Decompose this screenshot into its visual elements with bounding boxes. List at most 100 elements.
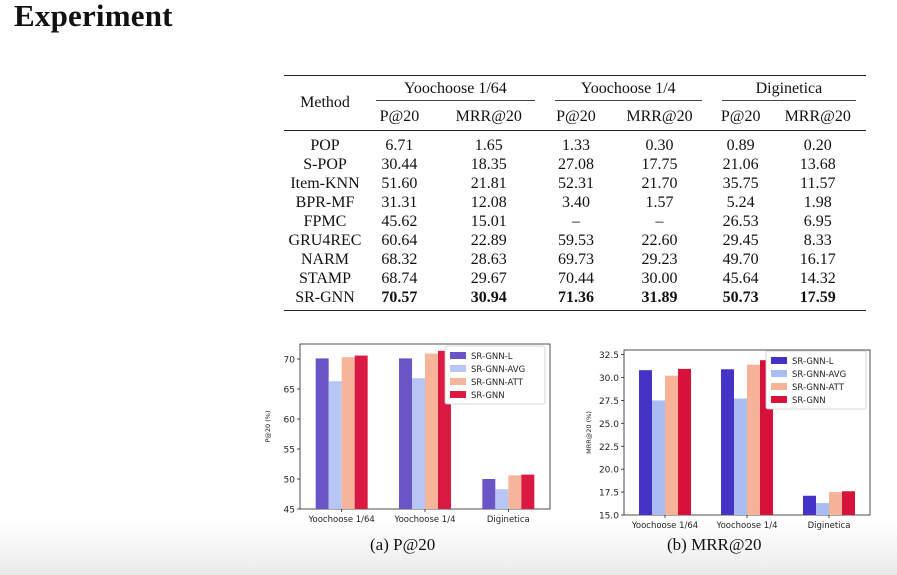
y-tick-label: 27.5 bbox=[599, 397, 619, 407]
value-cell: 28.63 bbox=[470, 251, 507, 268]
value-cell: 15.01 bbox=[470, 213, 507, 230]
bar-sr-gnn-avg bbox=[328, 381, 342, 509]
value-cell: 6.71 bbox=[385, 137, 414, 154]
value-cell: 71.36 bbox=[544, 288, 608, 311]
value-cell: 68.74 bbox=[381, 270, 418, 287]
value-cell: 21.70 bbox=[641, 175, 678, 192]
y-tick-label: 25.0 bbox=[599, 420, 619, 430]
legend-entry: SR-GNN-ATT bbox=[792, 383, 845, 393]
bar-sr-gnn-avg bbox=[495, 489, 509, 509]
legend-entry: SR-GNN-ATT bbox=[471, 378, 524, 388]
value-cell: 17.75 bbox=[641, 156, 678, 173]
value-cell: 21.06 bbox=[722, 156, 759, 173]
table-row: NARM 68.32 28.63 69.73 29.23 49.70 16.17 bbox=[284, 250, 866, 269]
y-tick-label: 22.5 bbox=[599, 443, 619, 453]
method-cell: S-POP bbox=[303, 156, 347, 173]
table-group-header: Method Yoochoose 1/64 Yoochoose 1/4 Digi… bbox=[284, 75, 866, 131]
value-cell: 11.57 bbox=[800, 175, 836, 192]
y-tick-label: 17.5 bbox=[599, 489, 619, 499]
method-cell: BPR-MF bbox=[295, 194, 355, 211]
value-cell: 51.60 bbox=[381, 175, 418, 192]
table-row: SR-GNN 70.57 30.94 71.36 31.89 50.73 17.59 bbox=[284, 288, 866, 311]
y-tick-label: 50 bbox=[284, 476, 296, 486]
metric-header: MRR@20 bbox=[607, 104, 712, 131]
value-cell: – bbox=[655, 213, 664, 230]
value-cell: 31.31 bbox=[381, 194, 418, 211]
x-tick-label: Yoochoose 1/4 bbox=[394, 515, 456, 525]
value-cell: 29.23 bbox=[641, 251, 678, 268]
value-cell: 8.33 bbox=[803, 232, 832, 249]
table-metric-header: P@20 MRR@20 P@20 MRR@20 P@20 MRR@20 bbox=[284, 104, 866, 131]
bar-sr-gnn-l bbox=[803, 495, 816, 515]
bar-sr-gnn-avg bbox=[412, 378, 425, 509]
value-cell: 60.64 bbox=[381, 232, 418, 249]
bar-sr-gnn-avg bbox=[652, 400, 665, 515]
legend-entry: SR-GNN bbox=[471, 391, 505, 401]
value-cell: 30.00 bbox=[641, 270, 678, 287]
caption-mrr20: (b) MRR@20 bbox=[667, 535, 762, 554]
results-table: Method Yoochoose 1/64 Yoochoose 1/4 Digi… bbox=[284, 75, 866, 311]
table-row: S-POP 30.44 18.35 27.08 17.75 21.06 13.68 bbox=[284, 155, 866, 174]
value-cell: 50.73 bbox=[711, 288, 770, 311]
value-cell: – bbox=[571, 213, 580, 230]
legend-entry: SR-GNN bbox=[792, 396, 826, 406]
method-header: Method bbox=[284, 75, 366, 131]
value-cell: 68.32 bbox=[381, 251, 418, 268]
chart-legend: SR-GNN-L SR-GNN-AVG SR-GNN-ATT SR-GNN bbox=[765, 350, 867, 410]
bar-sr-gnn-l bbox=[482, 479, 496, 509]
legend-entry: SR-GNN-AVG bbox=[471, 365, 525, 375]
legend-swatch bbox=[450, 378, 466, 385]
group-header-yoochoose-1-64: Yoochoose 1/64 bbox=[366, 75, 545, 104]
value-cell: 16.17 bbox=[799, 251, 836, 268]
value-cell: 1.57 bbox=[645, 194, 674, 211]
bar-sr-gnn-att bbox=[665, 375, 678, 515]
value-cell: 3.40 bbox=[561, 194, 590, 211]
legend-swatch bbox=[450, 391, 466, 398]
legend-entry: SR-GNN-L bbox=[471, 352, 513, 362]
bar-sr-gnn bbox=[521, 474, 535, 509]
bar-sr-gnn bbox=[678, 368, 691, 515]
y-tick-label: 70 bbox=[284, 356, 296, 366]
method-cell: NARM bbox=[300, 251, 349, 268]
metric-header: MRR@20 bbox=[769, 104, 866, 131]
x-tick-label: Diginetica bbox=[487, 515, 530, 525]
value-cell: 5.24 bbox=[726, 194, 755, 211]
value-cell: 31.89 bbox=[607, 288, 712, 311]
value-cell: 30.44 bbox=[381, 156, 418, 173]
y-tick-label: 32.5 bbox=[599, 351, 619, 361]
value-cell: 22.89 bbox=[470, 232, 507, 249]
bar-sr-gnn-l bbox=[721, 369, 734, 515]
legend-swatch bbox=[450, 365, 466, 372]
metric-header: P@20 bbox=[711, 104, 770, 131]
y-tick-label: 20.0 bbox=[599, 466, 619, 476]
value-cell: 52.31 bbox=[557, 175, 594, 192]
table-row: BPR-MF 31.31 12.08 3.40 1.57 5.24 1.98 bbox=[284, 193, 866, 212]
value-cell: 1.65 bbox=[474, 137, 503, 154]
chart-svg: 45 50 55 60 65 70 P@20 (%) Yoochoose 1/64 Yoocho… bbox=[264, 343, 551, 525]
bar-sr-gnn-att bbox=[829, 492, 842, 515]
x-tick-label: Yoochoose 1/64 bbox=[307, 515, 374, 525]
y-axis-label: P@20 (%) bbox=[264, 410, 272, 442]
value-cell: 45.64 bbox=[722, 270, 759, 287]
bar-sr-gnn bbox=[354, 355, 368, 509]
method-cell: STAMP bbox=[298, 270, 352, 287]
y-tick-label: 45 bbox=[284, 506, 295, 516]
table-row: Item-KNN 51.60 21.81 52.31 21.70 35.75 11.57 bbox=[284, 174, 866, 193]
bar-sr-gnn-l bbox=[315, 358, 329, 509]
group-header-diginetica: Diginetica bbox=[711, 75, 866, 104]
value-cell: 12.08 bbox=[470, 194, 507, 211]
y-tick-label: 60 bbox=[284, 416, 296, 426]
y-tick-label: 15.0 bbox=[599, 512, 619, 522]
bar-sr-gnn-l bbox=[399, 358, 412, 509]
bar-sr-gnn-att bbox=[425, 353, 438, 509]
value-cell: 29.67 bbox=[470, 270, 507, 287]
legend-entry: SR-GNN-AVG bbox=[792, 370, 846, 380]
chart-legend: SR-GNN-L SR-GNN-AVG SR-GNN-ATT SR-GNN bbox=[444, 345, 546, 405]
method-cell: SR-GNN bbox=[284, 288, 366, 311]
method-cell: Item-KNN bbox=[290, 175, 360, 192]
method-cell: GRU4REC bbox=[288, 232, 362, 249]
value-cell: 29.45 bbox=[722, 232, 759, 249]
value-cell: 17.59 bbox=[769, 288, 866, 311]
value-cell: 14.32 bbox=[799, 270, 836, 287]
metric-header: MRR@20 bbox=[432, 104, 545, 131]
